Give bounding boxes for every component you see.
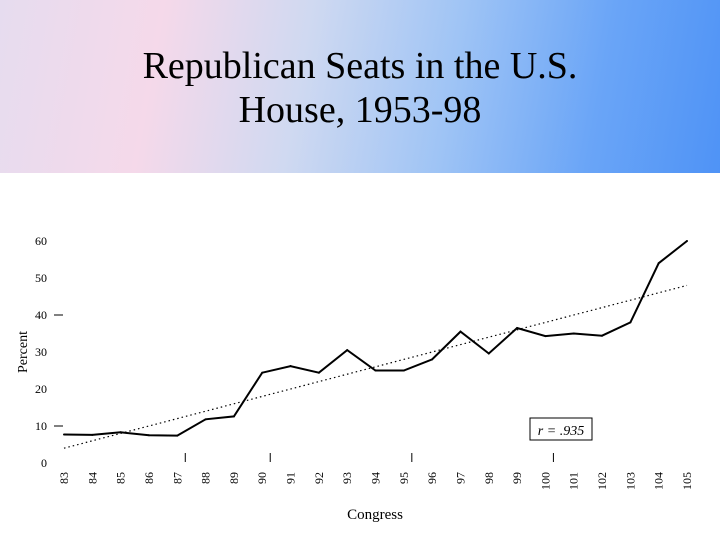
x-tick-label: 101 <box>567 472 581 490</box>
y-axis-ticks: 0 10 20 30 40 50 60 <box>35 234 63 470</box>
data-point <box>516 326 519 329</box>
annotation-box <box>529 417 593 441</box>
data-point <box>147 434 150 437</box>
slide-title: Republican Seats in the U.S. House, 1953… <box>0 44 720 132</box>
data-point <box>374 369 377 372</box>
data-points <box>63 240 688 437</box>
x-tick-label: 90 <box>255 472 269 484</box>
x-tick-label: 94 <box>369 472 383 484</box>
data-point <box>261 371 264 374</box>
data-point <box>63 433 65 436</box>
data-point <box>204 418 207 421</box>
x-tick-label: 102 <box>595 472 609 490</box>
x-tick-label: 88 <box>199 472 213 484</box>
data-point <box>629 321 632 324</box>
data-point <box>572 332 575 335</box>
x-tick-label: 97 <box>453 472 467 484</box>
slide-header <box>0 0 720 173</box>
data-point <box>431 358 434 361</box>
x-tick-label: 86 <box>142 472 156 484</box>
data-point <box>601 334 604 337</box>
x-tick-label: 95 <box>397 472 411 484</box>
x-tick-label: 85 <box>114 472 128 484</box>
data-point <box>657 262 660 265</box>
annotation-text: r = .935 <box>538 424 584 439</box>
data-point <box>346 349 349 352</box>
x-tick-label: 83 <box>57 472 71 484</box>
x-tick-label: 105 <box>680 472 694 490</box>
title-line-2: House, 1953-98 <box>238 89 482 131</box>
x-tick-label: 84 <box>85 472 99 484</box>
data-point <box>232 415 235 418</box>
x-tick-label: 89 <box>227 472 241 484</box>
x-tick-label: 104 <box>652 472 666 490</box>
x-tick-label: 87 <box>170 472 184 484</box>
y-tick-label: 60 <box>35 234 47 248</box>
y-tick-label: 0 <box>41 456 47 470</box>
y-tick-label: 40 <box>35 308 47 322</box>
data-point <box>317 371 320 374</box>
x-tick-label: 99 <box>510 472 524 484</box>
data-point <box>289 365 292 368</box>
y-axis-label: Percent <box>16 331 31 373</box>
trend-line <box>63 284 688 449</box>
series-line <box>63 240 688 437</box>
x-tick-label: 100 <box>538 472 552 490</box>
y-tick-label: 20 <box>35 382 47 396</box>
x-tick-label: 92 <box>312 472 326 484</box>
data-point <box>402 369 405 372</box>
x-axis-ticks: 83 84 85 86 87 88 89 90 91 92 93 94 95 96 97 98 99 100 101… <box>57 453 694 490</box>
data-point <box>176 434 179 437</box>
title-line-1: Republican Seats in the U.S. <box>142 45 578 87</box>
x-tick-label: 98 <box>482 472 496 484</box>
y-tick-label: 50 <box>35 271 47 285</box>
x-tick-label: 91 <box>284 472 298 484</box>
y-tick-label: 30 <box>35 345 47 359</box>
x-tick-label: 93 <box>340 472 354 484</box>
data-point <box>487 352 490 355</box>
data-point <box>544 335 547 338</box>
y-tick-label: 10 <box>35 419 47 433</box>
data-point <box>91 433 94 436</box>
data-point <box>459 330 462 333</box>
x-tick-label: 103 <box>623 472 637 490</box>
data-point <box>686 240 688 242</box>
data-point <box>119 431 122 434</box>
x-axis-label: Congress <box>347 507 403 523</box>
x-tick-label: 96 <box>425 472 439 484</box>
